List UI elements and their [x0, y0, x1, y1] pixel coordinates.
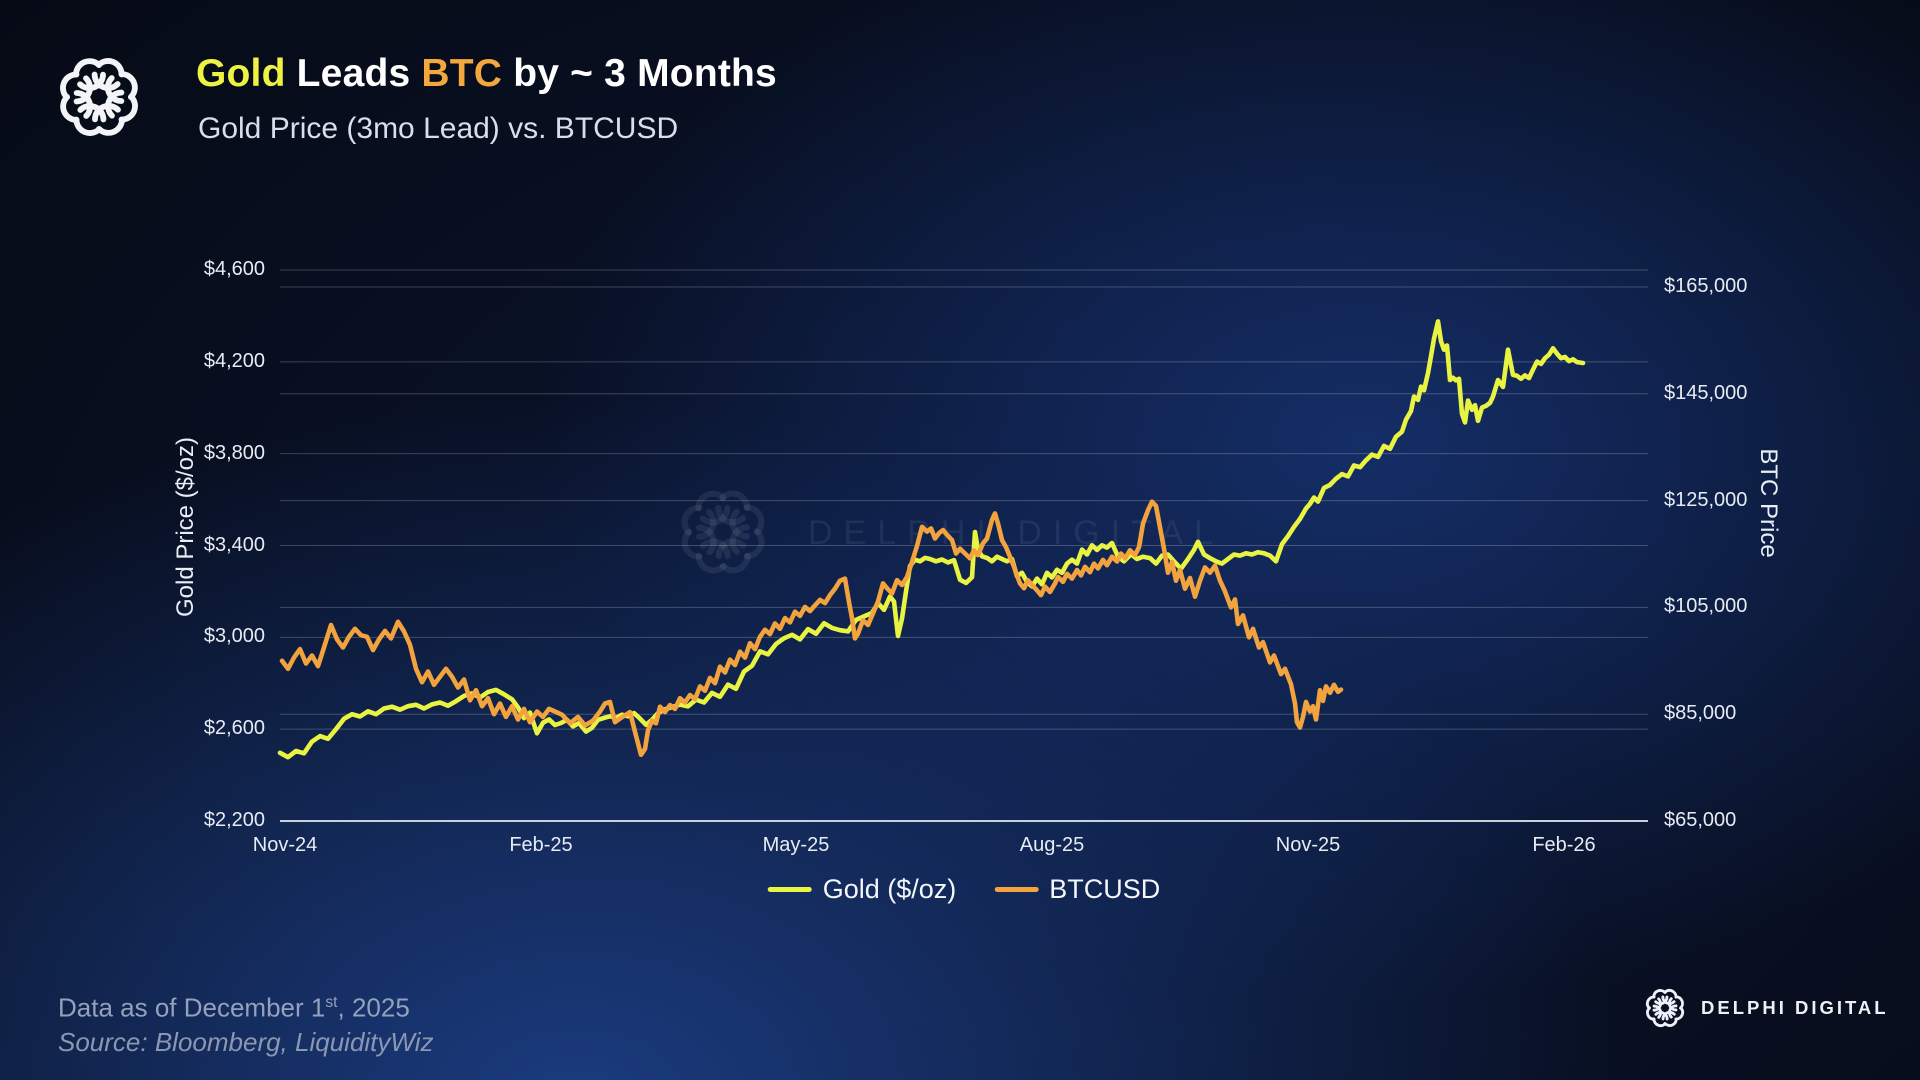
delphi-logo-icon [60, 58, 138, 136]
footer-brand-text: DELPHI DIGITAL [1701, 997, 1889, 1018]
right-tick-label: $85,000 [1664, 702, 1737, 725]
right-tick-label: $125,000 [1664, 488, 1748, 511]
source-note: Source: Bloomberg, LiquidityWiz [58, 1026, 434, 1057]
x-tick-label: Nov-25 [1275, 834, 1341, 856]
left-tick-label: $3,400 [203, 533, 265, 556]
chart-legend: Gold ($/oz) BTCUSD [767, 874, 1160, 905]
data-as-of: Data as of December 1st, 2025 [58, 992, 410, 1023]
footer-brand: DELPHI DIGITAL [1643, 984, 1889, 1032]
legend-label-btc: BTCUSD [1049, 874, 1161, 904]
title-gold: Gold [196, 52, 297, 95]
btc-line-swatch [994, 887, 1039, 892]
x-tick-label: Feb-25 [509, 834, 573, 856]
left-tick-label: $4,600 [203, 258, 265, 280]
page-subtitle: Gold Price (3mo Lead) vs. BTCUSD [198, 112, 679, 145]
left-tick-label: $3,000 [203, 625, 265, 648]
left-axis-title: Gold Price ($/oz) [172, 436, 199, 618]
left-tick-label: $4,200 [203, 349, 265, 372]
right-axis-title: BTC Price [1755, 448, 1782, 558]
x-tick-label: Nov-24 [252, 834, 318, 856]
footer-note: Data as of December 1st, 2025 Source: Bl… [58, 986, 434, 1059]
left-tick-label: $2,600 [203, 717, 265, 740]
gold-line-swatch [767, 887, 812, 892]
title-btc: BTC [421, 52, 514, 95]
x-tick-label: May-25 [762, 834, 830, 856]
watermark-logo-icon [681, 490, 765, 574]
title-leads: Leads [296, 52, 422, 95]
legend-label-gold: Gold ($/oz) [822, 874, 957, 904]
left-tick-label: $3,800 [203, 441, 265, 464]
right-tick-label: $165,000 [1664, 275, 1748, 297]
x-tick-label: Feb-26 [1532, 834, 1596, 856]
x-tick-label: Aug-25 [1019, 834, 1085, 856]
right-tick-label: $65,000 [1664, 809, 1737, 831]
legend-item-gold: Gold ($/oz) [767, 874, 957, 905]
delphi-logo-small-icon [1645, 988, 1685, 1028]
left-tick-label: $2,200 [203, 809, 265, 831]
right-tick-label: $105,000 [1664, 595, 1748, 618]
legend-item-btc: BTCUSD [994, 874, 1160, 905]
page-title: Gold Leads BTC by ~ 3 Months [196, 52, 777, 96]
right-tick-label: $145,000 [1664, 381, 1748, 404]
title-rest: by ~ 3 Months [513, 52, 777, 95]
